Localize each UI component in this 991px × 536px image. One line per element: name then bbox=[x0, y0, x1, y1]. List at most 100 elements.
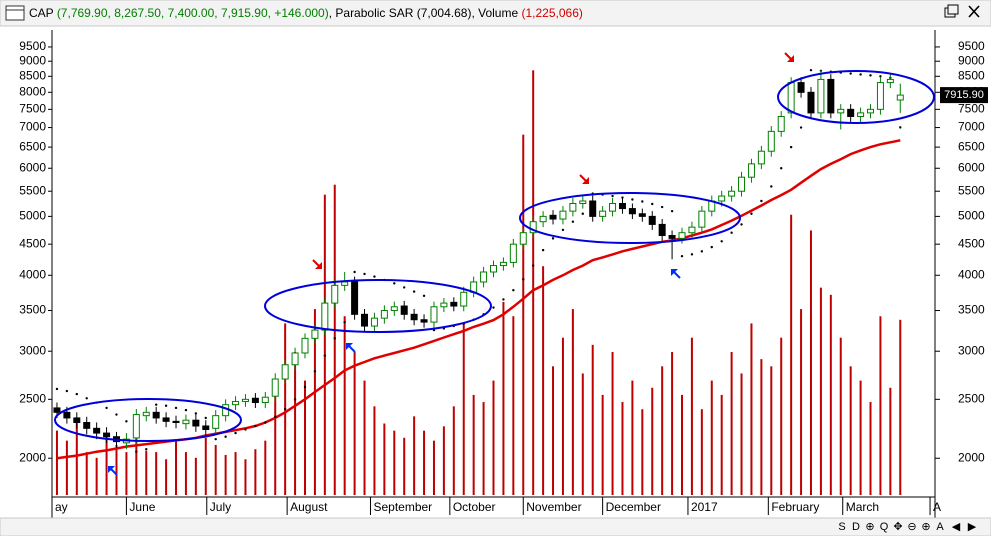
candle-body bbox=[599, 210, 607, 217]
toolbar-button[interactable]: ⊖ bbox=[907, 521, 916, 533]
sar-dot bbox=[581, 212, 584, 215]
y-tick-label-right: 5500 bbox=[958, 183, 985, 197]
volume-bar bbox=[393, 430, 396, 495]
volume-bar bbox=[115, 444, 118, 495]
candle-body bbox=[162, 417, 170, 422]
volume-bar bbox=[740, 373, 743, 495]
volume-bar bbox=[323, 194, 326, 495]
candle-body bbox=[73, 417, 81, 423]
sar-dot bbox=[492, 306, 495, 309]
x-tick-label: December bbox=[606, 500, 661, 514]
sar-dot bbox=[145, 447, 148, 451]
candle-body bbox=[192, 419, 200, 427]
close-button[interactable] bbox=[968, 5, 980, 18]
volume-bar bbox=[631, 380, 634, 495]
toolbar-button[interactable]: D bbox=[852, 521, 860, 533]
nav-button[interactable]: ◀ bbox=[952, 521, 961, 533]
candle-body bbox=[529, 221, 537, 234]
toolbar-button[interactable]: ✥ bbox=[893, 521, 902, 533]
y-tick-label: 5000 bbox=[19, 209, 46, 223]
candle-body bbox=[410, 313, 418, 321]
volume-bar bbox=[790, 214, 793, 495]
candle-body bbox=[172, 420, 180, 423]
volume-bar bbox=[800, 309, 803, 495]
volume-bar bbox=[641, 409, 644, 495]
candle-body bbox=[509, 243, 517, 263]
sar-dot bbox=[234, 431, 237, 435]
sar-dot bbox=[174, 406, 178, 410]
sar-dot bbox=[65, 389, 69, 393]
sar-dot bbox=[531, 264, 535, 267]
candle-body bbox=[559, 210, 567, 220]
volume-bar bbox=[55, 430, 58, 495]
candle-body bbox=[549, 214, 557, 220]
volume-bar bbox=[710, 380, 713, 495]
nav-button[interactable]: ▶ bbox=[968, 521, 977, 533]
candle-body bbox=[370, 317, 378, 327]
sar-dot bbox=[154, 403, 158, 406]
sar-dot bbox=[641, 200, 644, 203]
volume-bar bbox=[165, 459, 168, 495]
candle-body bbox=[569, 202, 577, 212]
volume-bar bbox=[313, 309, 316, 495]
volume-bar bbox=[85, 452, 88, 495]
volume-bar bbox=[363, 380, 366, 495]
sar-dot bbox=[264, 421, 267, 424]
volume-bar bbox=[502, 301, 505, 495]
toolbar-button[interactable]: ⊕ bbox=[921, 521, 930, 533]
volume-bar bbox=[303, 380, 306, 495]
volume-bar bbox=[75, 420, 78, 495]
toolbar-button[interactable]: A bbox=[936, 521, 944, 533]
sar-dot bbox=[789, 145, 793, 149]
y-tick-label-right: 3500 bbox=[958, 303, 985, 317]
volume-bar bbox=[373, 406, 376, 495]
volume-bar bbox=[522, 134, 525, 495]
candle-body bbox=[777, 115, 785, 132]
sar-dot bbox=[849, 72, 852, 75]
plot bbox=[53, 68, 904, 495]
sar-dot bbox=[125, 420, 128, 423]
last-price-label: 7915.90 bbox=[944, 89, 984, 101]
sar-dot bbox=[274, 415, 277, 418]
candle-body bbox=[400, 305, 408, 315]
sar-dot bbox=[75, 392, 79, 396]
volume-bar bbox=[859, 380, 862, 495]
volume-bar bbox=[432, 440, 435, 495]
sar-dot bbox=[859, 73, 862, 76]
volume-bar bbox=[681, 394, 684, 495]
toolbar-button[interactable]: Q bbox=[880, 521, 889, 533]
y-tick-label: 2500 bbox=[19, 392, 46, 406]
toolbar-button[interactable]: S bbox=[838, 521, 845, 533]
toolbar-button[interactable]: ⊕ bbox=[865, 521, 874, 533]
candle-body bbox=[480, 271, 488, 283]
sar-dot bbox=[373, 275, 376, 278]
volume-bar bbox=[819, 287, 822, 495]
volume-bar bbox=[601, 394, 604, 495]
sar-dot bbox=[214, 437, 217, 441]
candle-body bbox=[857, 112, 865, 117]
candle-body bbox=[53, 407, 61, 413]
sar-dot bbox=[631, 198, 634, 201]
candle-body bbox=[728, 190, 736, 197]
volume-bar bbox=[145, 450, 148, 495]
candle-body bbox=[83, 421, 91, 429]
volume-bar bbox=[611, 352, 614, 495]
y-tick-label-right: 2000 bbox=[958, 450, 985, 464]
candle-body bbox=[182, 419, 190, 425]
candle-body bbox=[301, 337, 309, 354]
sar-dot bbox=[204, 416, 207, 420]
x-tick-label: 2017 bbox=[691, 500, 718, 514]
volume-bar bbox=[671, 352, 674, 495]
candle-body bbox=[609, 202, 617, 212]
volume-bar bbox=[829, 294, 832, 495]
red-arrows bbox=[312, 52, 794, 269]
candle-body bbox=[103, 432, 111, 438]
candle-body bbox=[658, 223, 666, 237]
volume-bar bbox=[462, 323, 465, 495]
restore-button[interactable] bbox=[944, 4, 959, 18]
sar-dot bbox=[522, 278, 525, 281]
sar-dot bbox=[502, 298, 505, 301]
candle-body bbox=[93, 427, 101, 434]
candle-body bbox=[827, 78, 835, 114]
candle-body bbox=[539, 215, 547, 223]
